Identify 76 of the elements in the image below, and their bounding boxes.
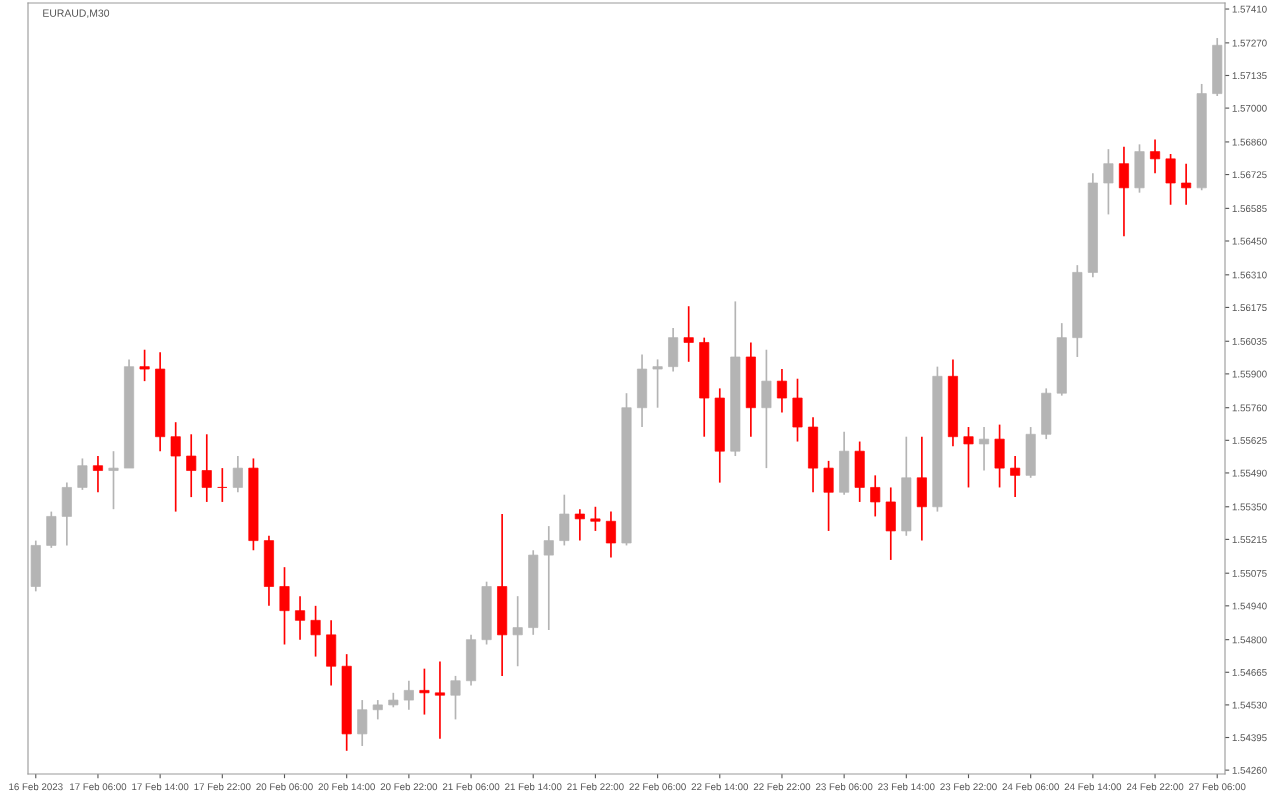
candlestick <box>186 433 197 498</box>
y-tick-label: 1.55900 <box>1232 370 1267 378</box>
x-tick-label: 22 Feb 06:00 <box>629 783 686 791</box>
candlestick <box>232 455 243 494</box>
y-tick-label: 1.56035 <box>1232 338 1267 345</box>
candlestick <box>1181 162 1192 206</box>
candlestick <box>92 455 103 494</box>
candlestick <box>403 679 414 711</box>
y-tick-label: 1.56310 <box>1232 271 1267 279</box>
x-tick-label: 16 Feb 2023 <box>9 783 63 791</box>
y-tick-label: 1.54530 <box>1232 701 1267 709</box>
x-tick-label: 24 Feb 14:00 <box>1064 783 1122 791</box>
x-tick-label: 17 Feb 06:00 <box>70 783 127 791</box>
y-tick-label: 1.56175 <box>1232 304 1267 312</box>
candlestick <box>450 675 461 721</box>
y-tick-label: 1.57270 <box>1232 39 1267 47</box>
candlestick <box>170 421 181 513</box>
x-tick-label: 17 Feb 14:00 <box>132 783 189 791</box>
x-tick-label: 22 Feb 22:00 <box>753 783 811 791</box>
y-tick-label: 1.56450 <box>1232 237 1267 245</box>
x-tick-label: 24 Feb 22:00 <box>1126 783 1184 791</box>
candlestick <box>434 660 445 740</box>
y-tick-label: 1.55760 <box>1232 404 1267 412</box>
candlestick <box>295 595 306 641</box>
candlestick <box>683 305 694 363</box>
y-tick-label: 1.54395 <box>1232 734 1267 742</box>
y-tick-label: 1.56585 <box>1232 205 1267 212</box>
y-tick-label: 1.55625 <box>1232 437 1267 444</box>
candlestick <box>574 508 585 542</box>
candlestick <box>1010 455 1021 498</box>
x-tick-label: 20 Feb 14:00 <box>318 783 375 791</box>
y-tick-label: 1.55075 <box>1232 569 1267 577</box>
y-tick-label: 1.54800 <box>1232 636 1267 644</box>
candlestick <box>870 474 881 518</box>
candlestick <box>543 525 554 631</box>
candlestick <box>1150 138 1161 175</box>
x-tick-label: 22 Feb 14:00 <box>691 783 749 791</box>
y-tick-label: 1.57410 <box>1232 5 1267 13</box>
x-tick-label: 20 Feb 22:00 <box>380 783 438 791</box>
candlestick <box>77 457 88 491</box>
y-tick-label: 1.55490 <box>1232 469 1267 477</box>
y-tick-label: 1.54260 <box>1232 766 1267 774</box>
candlestick <box>217 467 228 503</box>
x-tick-label: 17 Feb 22:00 <box>194 783 251 791</box>
x-tick-label: 21 Feb 06:00 <box>442 783 500 791</box>
x-tick-label: 27 Feb 06:00 <box>1189 783 1246 791</box>
x-tick-label: 21 Feb 22:00 <box>567 783 624 791</box>
candlestick <box>776 368 787 414</box>
candlestick <box>979 426 990 472</box>
x-tick-label: 23 Feb 14:00 <box>878 783 935 791</box>
candlestick <box>419 667 430 716</box>
candlestick <box>108 450 119 511</box>
candlestick <box>201 433 212 503</box>
y-tick-label: 1.57000 <box>1232 104 1267 112</box>
candlestick <box>512 595 523 668</box>
x-tick-label: 21 Feb 14:00 <box>505 783 562 791</box>
y-tick-label: 1.57135 <box>1232 72 1267 80</box>
y-tick-label: 1.55215 <box>1232 536 1267 544</box>
candlestick <box>310 604 321 658</box>
y-tick-label: 1.54665 <box>1232 669 1267 676</box>
x-tick-label: 23 Feb 06:00 <box>815 783 873 791</box>
candlestick <box>372 699 383 721</box>
candlestick <box>605 510 616 559</box>
candlestick <box>1103 148 1114 216</box>
candlestick <box>139 348 150 382</box>
candlestick <box>963 426 974 489</box>
candlestick <box>590 505 601 532</box>
candlestick <box>652 358 663 409</box>
text: EURAUD,M30 <box>43 9 110 19</box>
y-tick-label: 1.54940 <box>1232 602 1267 610</box>
y-tick-label: 1.56725 <box>1232 171 1267 179</box>
y-tick-label: 1.55350 <box>1232 503 1267 511</box>
x-tick-label: 24 Feb 06:00 <box>1002 783 1059 791</box>
x-tick-label: 23 Feb 22:00 <box>940 783 997 791</box>
y-tick-label: 1.56860 <box>1232 138 1267 146</box>
x-tick-label: 20 Feb 06:00 <box>256 783 313 791</box>
